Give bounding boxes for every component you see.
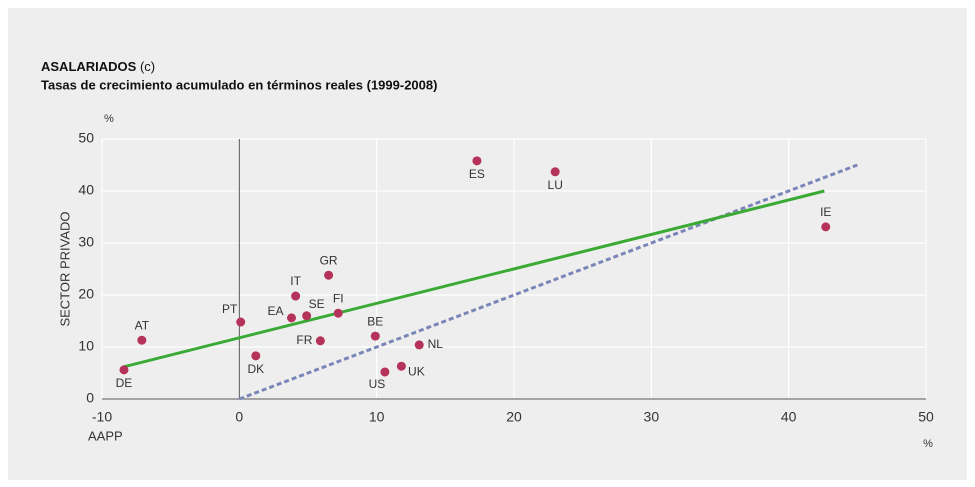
x-tick-label: 10 bbox=[369, 409, 385, 425]
chart-title: ASALARIADOS (c) bbox=[41, 59, 155, 74]
point-label: PT bbox=[222, 302, 238, 316]
y-tick-label: 0 bbox=[86, 390, 94, 406]
point bbox=[370, 331, 380, 341]
point-label: FR bbox=[296, 333, 312, 347]
y-tick-label: 20 bbox=[78, 286, 94, 302]
x-tick-label: 40 bbox=[781, 409, 797, 425]
point bbox=[472, 156, 482, 166]
point bbox=[302, 311, 312, 321]
point-label: BE bbox=[367, 314, 383, 328]
point-label: US bbox=[369, 377, 386, 391]
point-label: DK bbox=[247, 362, 264, 376]
point bbox=[291, 291, 301, 301]
reference-line bbox=[238, 163, 858, 401]
point bbox=[550, 167, 560, 177]
point bbox=[324, 270, 334, 280]
point bbox=[137, 335, 147, 345]
x-tick-label: 0 bbox=[235, 409, 243, 425]
fit-line bbox=[123, 189, 825, 369]
y-unit: % bbox=[104, 113, 114, 125]
x-tick-label: -10 bbox=[92, 409, 112, 425]
point bbox=[236, 317, 246, 327]
point-label: FI bbox=[333, 291, 344, 305]
point-label: UK bbox=[408, 364, 425, 378]
point-label: IT bbox=[290, 274, 301, 288]
point bbox=[251, 351, 261, 361]
chart-subtitle: Tasas de crecimiento acumulado en términ… bbox=[41, 77, 437, 92]
x-tick-label: 30 bbox=[644, 409, 660, 425]
title-note: (c) bbox=[140, 59, 155, 74]
point bbox=[315, 336, 325, 346]
point bbox=[333, 308, 343, 318]
point bbox=[396, 361, 406, 371]
point bbox=[414, 340, 424, 350]
point bbox=[287, 313, 297, 323]
point-label: AT bbox=[135, 318, 150, 332]
point-label: GR bbox=[320, 253, 338, 267]
point-label: SE bbox=[309, 297, 325, 311]
point-label: ES bbox=[469, 167, 485, 181]
x-tick-label: 20 bbox=[506, 409, 522, 425]
point-label: IE bbox=[820, 205, 831, 219]
y-tick-label: 30 bbox=[78, 234, 94, 250]
title-main: ASALARIADOS bbox=[41, 59, 137, 74]
y-tick-label: 10 bbox=[78, 338, 94, 354]
point bbox=[821, 222, 831, 232]
point bbox=[380, 367, 390, 377]
point-label: LU bbox=[548, 178, 563, 192]
panel bbox=[8, 8, 967, 480]
point-label: EA bbox=[268, 304, 284, 318]
x-unit: % bbox=[923, 438, 933, 450]
point-label: NL bbox=[428, 337, 444, 351]
y-tick-label: 40 bbox=[78, 182, 94, 198]
point-label: DE bbox=[116, 376, 133, 390]
x-axis-label: AAPP bbox=[88, 428, 123, 443]
y-tick-label: 50 bbox=[78, 130, 94, 146]
x-tick-label: 50 bbox=[918, 409, 934, 425]
y-axis-label: SECTOR PRIVADO bbox=[57, 211, 72, 326]
point bbox=[119, 365, 129, 375]
